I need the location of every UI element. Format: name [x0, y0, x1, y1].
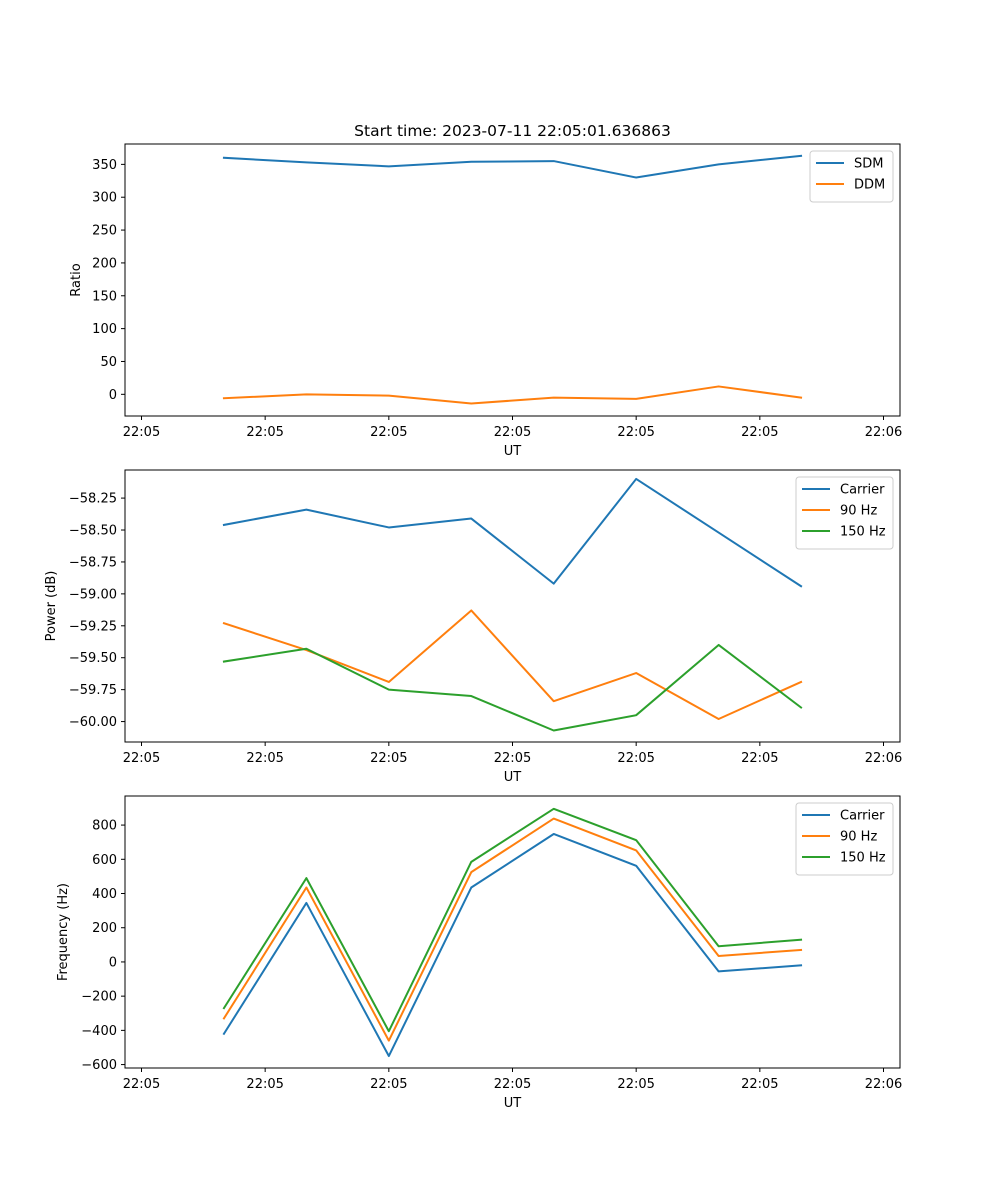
series-line-carrier [222, 832, 803, 1058]
x-tick-label: 22:06 [865, 425, 902, 440]
legend-label: 90 Hz [840, 504, 877, 519]
y-tick-label: 0 [109, 388, 117, 403]
legend-label: 150 Hz [840, 525, 886, 540]
legend: SDM DDM [809, 150, 894, 203]
x-tick-label: 22:05 [370, 751, 407, 766]
legend-label: 150 Hz [840, 851, 886, 866]
x-tick-label: 22:05 [741, 1077, 778, 1092]
y-tick-label: 150 [92, 289, 117, 304]
y-axis-label: Frequency (Hz) [56, 883, 71, 981]
x-tick-label: 22:05 [246, 425, 283, 440]
x-tick-label: 22:05 [123, 1077, 160, 1092]
series-line-sdm [222, 154, 803, 179]
legend-label: Carrier [840, 483, 885, 498]
x-tick-label: 22:05 [741, 751, 778, 766]
legend-label: Carrier [840, 809, 885, 824]
series-line-90-hz [222, 609, 803, 721]
y-tick-label: 0 [109, 955, 117, 970]
chart-title: Start time: 2023-07-11 22:05:01.636863 [354, 122, 671, 140]
x-tick-label: 22:05 [494, 751, 531, 766]
series-line-150-hz [222, 807, 803, 1033]
series-line-150-hz [222, 643, 803, 732]
x-tick-label: 22:05 [741, 425, 778, 440]
x-tick-label: 22:06 [865, 751, 902, 766]
x-tick-label: 22:05 [617, 1077, 654, 1092]
x-tick-label: 22:05 [617, 425, 654, 440]
y-tick-label: −58.75 [69, 555, 117, 570]
legend-label: DDM [854, 178, 885, 193]
y-axis-label: Power (dB) [44, 571, 59, 642]
x-tick-label: 22:05 [494, 425, 531, 440]
y-tick-label: −400 [81, 1024, 117, 1039]
legend: Carrier 90 Hz 150 Hz [795, 802, 894, 876]
x-tick-label: 22:05 [123, 751, 160, 766]
chart-panel-1: 22:05 22:05 22:05 22:05 22:05 22:05 22:06 0 50 10… [69, 122, 902, 459]
axes-frame [124, 143, 901, 417]
y-axis-label: Ratio [69, 263, 84, 296]
y-tick-label: −60.00 [69, 715, 117, 730]
y-tick-label: −59.50 [69, 651, 117, 666]
x-axis-label: UT [504, 444, 522, 459]
x-tick-label: 22:06 [865, 1077, 902, 1092]
y-tick-label: −58.25 [69, 492, 117, 507]
legend-label: 90 Hz [840, 830, 877, 845]
series-line-90-hz [222, 817, 803, 1042]
x-axis-label: UT [504, 770, 522, 785]
axes-frame [124, 795, 901, 1069]
series-line-ddm [222, 385, 803, 405]
y-tick-label: 200 [92, 921, 117, 936]
y-tick-label: 50 [100, 355, 117, 370]
y-tick-label: 200 [92, 256, 117, 271]
y-tick-label: 400 [92, 887, 117, 902]
x-tick-label: 22:05 [246, 1077, 283, 1092]
x-tick-label: 22:05 [246, 751, 283, 766]
y-tick-label: 300 [92, 191, 117, 206]
series-line-carrier [222, 477, 803, 588]
x-tick-label: 22:05 [370, 1077, 407, 1092]
y-tick-label: 250 [92, 224, 117, 239]
x-tick-label: 22:05 [494, 1077, 531, 1092]
x-tick-label: 22:05 [617, 751, 654, 766]
y-tick-label: −600 [81, 1058, 117, 1073]
y-tick-label: 600 [92, 853, 117, 868]
y-tick-label: −58.50 [69, 524, 117, 539]
y-tick-label: 350 [92, 158, 117, 173]
y-tick-label: −59.00 [69, 587, 117, 602]
x-tick-label: 22:05 [370, 425, 407, 440]
y-tick-label: −59.75 [69, 683, 117, 698]
y-tick-label: −200 [81, 990, 117, 1005]
y-tick-label: 100 [92, 322, 117, 337]
x-axis-label: UT [504, 1096, 522, 1111]
chart-panel-2: 22:05 22:05 22:05 22:05 22:05 22:05 22:06 −60.0… [44, 469, 902, 785]
chart-panel-3: 22:05 22:05 22:05 22:05 22:05 22:05 22:06 −600 −… [56, 795, 902, 1111]
y-tick-label: −59.25 [69, 619, 117, 634]
legend: Carrier 90 Hz 150 Hz [795, 476, 894, 550]
axes-frame [124, 469, 901, 743]
x-tick-label: 22:05 [123, 425, 160, 440]
legend-label: SDM [854, 157, 883, 172]
y-tick-label: 800 [92, 819, 117, 834]
